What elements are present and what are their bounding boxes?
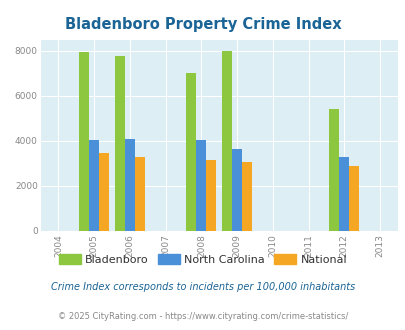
Text: Bladenboro Property Crime Index: Bladenboro Property Crime Index (64, 16, 341, 31)
Bar (115, 56, 125, 231)
Bar (339, 157, 348, 231)
Legend: Bladenboro, North Carolina, National: Bladenboro, North Carolina, National (54, 250, 351, 269)
Bar (241, 162, 252, 231)
Bar (222, 51, 232, 231)
Bar (232, 149, 241, 231)
Bar (79, 52, 89, 231)
Bar (328, 110, 339, 231)
Text: Crime Index corresponds to incidents per 100,000 inhabitants: Crime Index corresponds to incidents per… (51, 282, 354, 292)
Bar (348, 166, 358, 231)
Bar (206, 160, 216, 231)
Bar (99, 153, 109, 231)
Bar (186, 73, 196, 231)
Bar (134, 157, 145, 231)
Text: © 2025 CityRating.com - https://www.cityrating.com/crime-statistics/: © 2025 CityRating.com - https://www.city… (58, 312, 347, 321)
Bar (89, 140, 99, 231)
Bar (125, 139, 134, 231)
Bar (196, 140, 206, 231)
